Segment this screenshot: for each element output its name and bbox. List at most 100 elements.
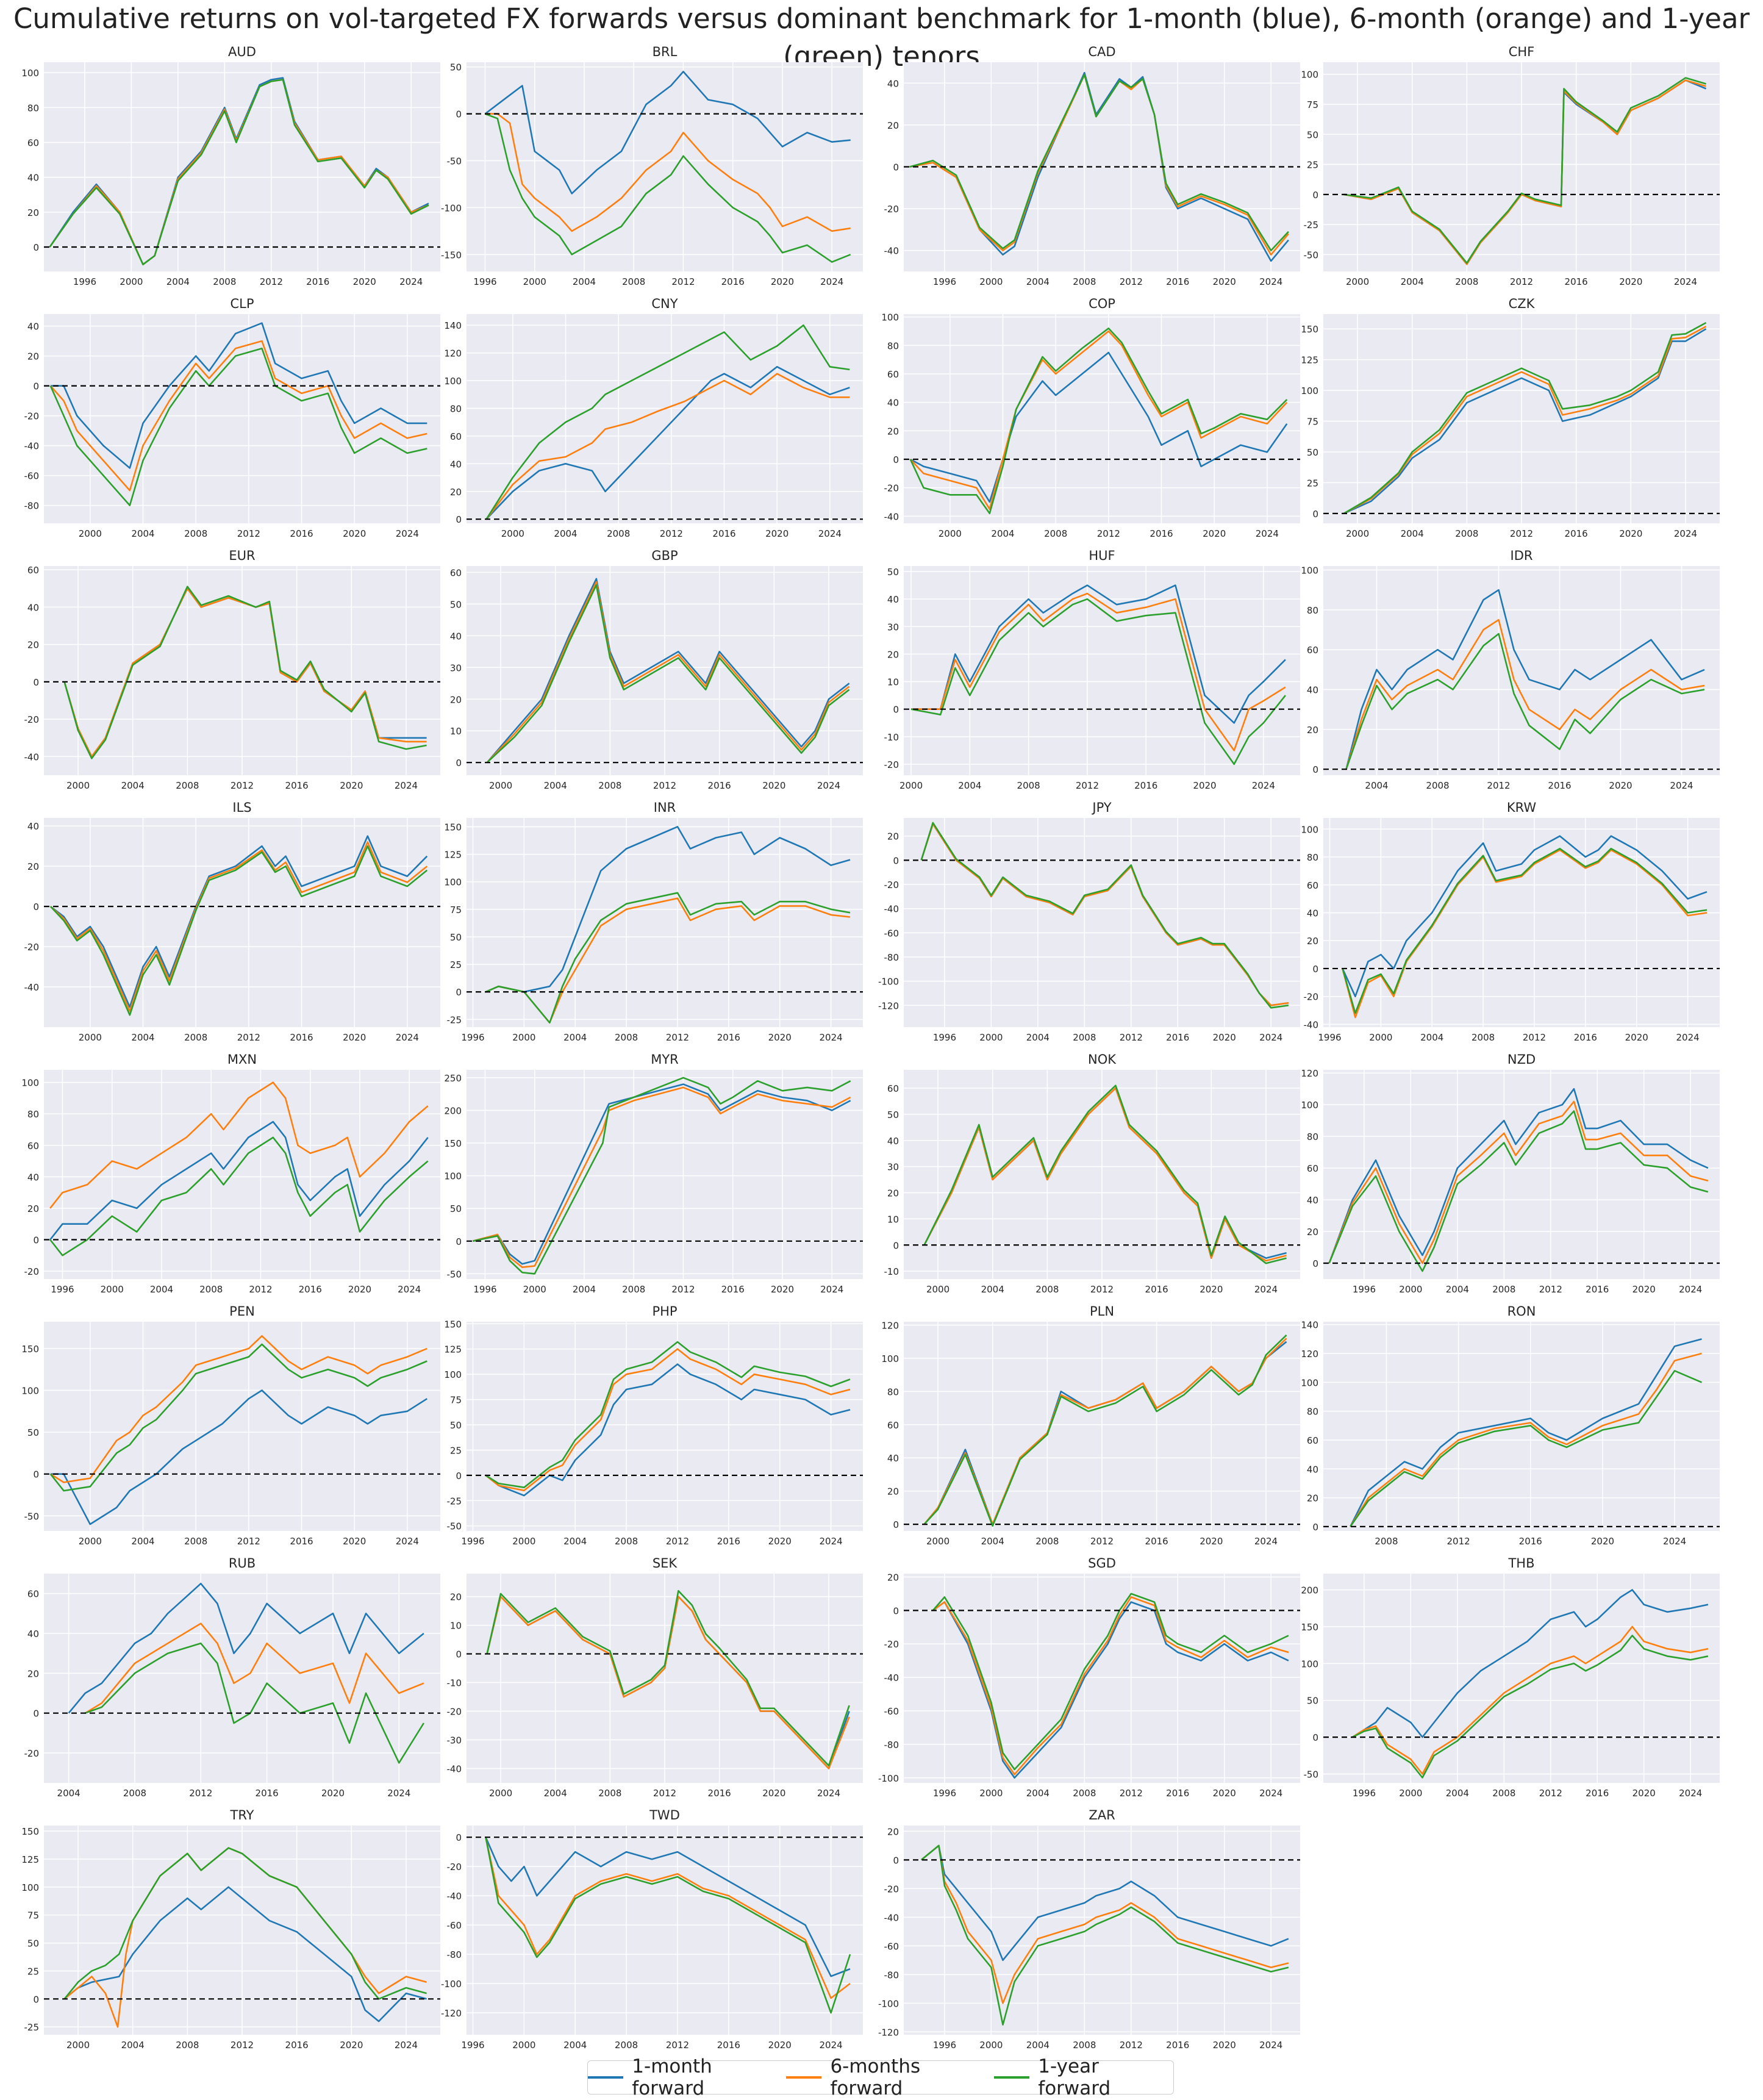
x-tick-label: 2000 xyxy=(66,780,90,791)
y-tick-label: 80 xyxy=(1307,1131,1318,1142)
y-tick-label: 50 xyxy=(450,599,462,610)
y-tick-label: 60 xyxy=(887,369,899,380)
y-tick-label: -20 xyxy=(884,1883,899,1894)
y-tick-label: 60 xyxy=(27,1141,39,1152)
x-tick-label: 2012 xyxy=(1090,1284,1114,1295)
y-tick-label: 150 xyxy=(1301,1622,1318,1633)
y-tick-label: 0 xyxy=(33,1235,39,1246)
legend-item-1y: 1-year forward xyxy=(994,2055,1173,2099)
y-tick-label: 200 xyxy=(1301,1585,1318,1596)
x-tick-label: 2000 xyxy=(939,528,962,539)
y-tick-label: 20 xyxy=(27,351,39,362)
panel-title: TWD xyxy=(649,1808,680,1822)
x-tick-label: 2024 xyxy=(1676,1032,1699,1043)
series-line-6m xyxy=(911,592,1286,751)
series-line-1m xyxy=(485,826,851,993)
plot-area xyxy=(44,1070,440,1279)
legend: 1-month forward 6-months forward 1-year … xyxy=(587,2055,1174,2099)
x-tick-label: 1996 xyxy=(461,1536,484,1547)
panel-nok: NOK -10 0 10 20 30 40 50 60 2000 2004 2008 2012 2016 2… xyxy=(884,1052,1300,1295)
panel-title: IDR xyxy=(1511,548,1533,563)
x-tick-label: 2024 xyxy=(1674,528,1697,539)
series-line-6m xyxy=(1328,1100,1709,1264)
x-tick-label: 2020 xyxy=(343,1536,366,1547)
x-tick-label: 2020 xyxy=(321,1788,345,1799)
series-line-6m xyxy=(486,1596,850,1769)
x-tick-label: 2004 xyxy=(563,1032,587,1043)
x-tick-label: 2008 xyxy=(1035,1536,1059,1547)
y-tick-label: -40 xyxy=(884,511,899,522)
y-tick-label: 20 xyxy=(887,1188,899,1199)
plot-area xyxy=(467,1322,863,1531)
y-tick-label: 20 xyxy=(887,426,899,437)
series-line-6m xyxy=(923,1087,1287,1262)
x-tick-label: 2016 xyxy=(290,528,313,539)
y-tick-label: 250 xyxy=(444,1073,462,1084)
x-tick-label: 2012 xyxy=(660,528,683,539)
y-tick-label: -20 xyxy=(884,1639,899,1650)
y-tick-label: -50 xyxy=(447,156,462,167)
x-tick-label: 2000 xyxy=(979,276,1003,287)
legend-label-1y: 1-year forward xyxy=(1038,2055,1111,2099)
y-tick-label: 20 xyxy=(27,1668,39,1679)
x-tick-label: 2024 xyxy=(1259,276,1282,287)
panel-title: CAD xyxy=(1088,45,1115,59)
x-tick-label: 2020 xyxy=(1213,2040,1236,2051)
y-tick-label: 20 xyxy=(27,861,39,872)
x-tick-label: 2016 xyxy=(1574,1032,1597,1043)
series-line-1m xyxy=(1328,1088,1709,1264)
series-line-1y xyxy=(486,1589,850,1767)
panel-chf: CHF -50 -25 0 25 50 75 100 2000 2004 2008 2012 2016 2… xyxy=(1301,45,1720,287)
series-line-1y xyxy=(1350,1370,1703,1527)
y-tick-label: 150 xyxy=(1301,324,1318,335)
series-line-1m xyxy=(920,1844,1289,1962)
panel-title: CLP xyxy=(230,296,254,311)
x-tick-label: 2004 xyxy=(1026,276,1050,287)
y-tick-label: -60 xyxy=(884,1941,899,1952)
y-tick-label: 80 xyxy=(450,403,462,414)
panel-eur: EUR -40 -20 0 20 40 60 2000 2004 2008 2012 2016 2020… xyxy=(24,548,440,791)
series-line-6m xyxy=(1352,1625,1709,1775)
panel-php: PHP -50 -25 0 25 50 75 100 125 150 1996 2000 2004 200… xyxy=(444,1304,863,1547)
series-line-1m xyxy=(485,366,850,520)
x-tick-label: 2000 xyxy=(79,1032,102,1043)
panel-title: ZAR xyxy=(1089,1808,1115,1822)
y-tick-label: 40 xyxy=(450,631,462,642)
y-tick-label: 150 xyxy=(21,1826,39,1837)
y-tick-label: 50 xyxy=(1307,447,1318,458)
y-tick-label: 100 xyxy=(444,1369,462,1380)
panel-ron: RON 0 20 40 60 80 100 120 140 2008 2012 2016 2020 202… xyxy=(1301,1304,1720,1547)
y-tick-label: 125 xyxy=(1301,355,1318,366)
x-tick-label: 2020 xyxy=(1619,528,1642,539)
panel-title: MXN xyxy=(227,1052,257,1067)
x-tick-label: 2008 xyxy=(622,1284,645,1295)
y-tick-label: -80 xyxy=(447,1949,462,1960)
y-tick-label: 20 xyxy=(1307,725,1318,736)
y-tick-label: -20 xyxy=(24,942,40,953)
y-tick-label: 40 xyxy=(1307,1195,1318,1206)
x-tick-label: 2024 xyxy=(396,528,419,539)
panel-title: RUB xyxy=(229,1556,256,1571)
x-tick-label: 2024 xyxy=(1259,1032,1282,1043)
series-line-1m xyxy=(1352,1589,1709,1738)
x-tick-label: 2016 xyxy=(285,2040,309,2051)
x-tick-label: 2020 xyxy=(765,528,789,539)
y-tick-label: 140 xyxy=(444,320,462,331)
x-tick-label: 2020 xyxy=(771,276,794,287)
y-tick-label: 50 xyxy=(450,932,462,943)
x-tick-label: 2020 xyxy=(343,528,366,539)
y-tick-label: 150 xyxy=(21,1344,39,1355)
x-tick-label: 2024 xyxy=(820,1284,843,1295)
x-tick-label: 2008 xyxy=(123,1788,146,1799)
series-line-1m xyxy=(486,578,850,764)
x-tick-label: 2008 xyxy=(598,780,621,791)
y-tick-label: -40 xyxy=(24,441,40,452)
y-tick-label: -20 xyxy=(24,1748,40,1759)
y-tick-label: 120 xyxy=(1301,1349,1318,1360)
x-tick-label: 2012 xyxy=(653,780,676,791)
x-tick-label: 2004 xyxy=(573,276,596,287)
y-tick-label: -80 xyxy=(884,952,899,963)
x-tick-label: 2016 xyxy=(285,780,309,791)
x-tick-label: 2024 xyxy=(1259,1788,1282,1799)
y-tick-label: 40 xyxy=(887,398,899,409)
